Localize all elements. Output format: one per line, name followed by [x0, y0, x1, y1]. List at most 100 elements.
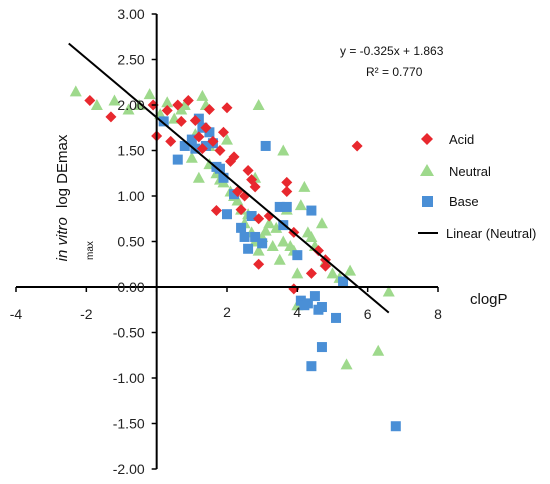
- data-point-neutral: [196, 89, 209, 101]
- data-point-base: [186, 134, 197, 145]
- data-point-neutral: [372, 344, 385, 356]
- data-point-acid: [189, 114, 201, 126]
- data-point-acid: [207, 135, 219, 147]
- series-acid: [84, 94, 363, 295]
- data-point-neutral: [90, 99, 103, 110]
- data-point-neutral: [298, 180, 311, 192]
- y-tick-label: 1.00: [117, 188, 144, 204]
- data-point-neutral: [382, 285, 395, 297]
- data-point-acid: [281, 185, 293, 197]
- data-point-acid: [253, 213, 265, 225]
- data-point-neutral: [273, 253, 286, 265]
- y-tick-label: 1.50: [117, 143, 144, 159]
- data-point-acid: [253, 258, 265, 270]
- data-point-acid: [319, 260, 331, 272]
- data-point-neutral: [178, 99, 191, 110]
- data-point-acid: [214, 145, 226, 156]
- series-base: [158, 113, 401, 432]
- x-tick-label: 6: [364, 306, 372, 322]
- y-axis-title-subscript: max: [85, 241, 96, 260]
- legend-base-marker-square: [422, 196, 433, 207]
- y-tick-label: 0.50: [117, 234, 144, 250]
- data-point-acid: [172, 99, 184, 111]
- data-point-neutral: [294, 199, 307, 211]
- data-point-neutral: [326, 267, 339, 279]
- x-tick-label: 2: [223, 304, 231, 320]
- data-point-base: [257, 238, 268, 249]
- trendline-neutral: [68, 42, 390, 314]
- y-axis-title: in vitro log DEmax: [54, 134, 71, 261]
- data-point-base: [316, 342, 327, 353]
- data-point-acid: [105, 111, 117, 123]
- data-point-acid: [221, 102, 233, 114]
- x-tick-label: -4: [10, 306, 23, 322]
- data-point-base: [204, 127, 215, 138]
- data-point-base: [200, 140, 211, 151]
- data-point-base: [390, 421, 401, 432]
- data-point-base: [306, 205, 317, 216]
- y-tick-label: 2.00: [117, 97, 144, 113]
- y-axis-ticks: 3.00 2.50 2.00 1.50 1.00 0.50 0.00 -0.50 -1.00 -1…: [113, 6, 157, 477]
- data-point-neutral: [305, 230, 318, 242]
- data-point-base: [236, 222, 247, 233]
- data-point-neutral: [252, 99, 265, 110]
- data-point-base: [179, 140, 190, 151]
- data-point-neutral: [143, 88, 156, 100]
- data-point-base: [214, 163, 225, 174]
- data-point-neutral: [133, 99, 146, 110]
- data-point-acid: [217, 126, 229, 138]
- data-point-base: [190, 143, 201, 154]
- trendline-equation: y = -0.325x + 1.863 R² = 0.770: [340, 44, 444, 79]
- data-point-acid: [165, 135, 177, 147]
- plot-area: [68, 42, 401, 432]
- y-axis-title-italic: in vitro: [54, 217, 71, 261]
- y-tick-label: 3.00: [117, 6, 144, 22]
- x-axis-ticks: -4 -2 2 4 6 8: [10, 287, 442, 322]
- data-point-acid: [351, 140, 363, 152]
- y-tick-label: -1.00: [113, 370, 145, 386]
- data-point-acid: [281, 176, 293, 188]
- legend-trendline-label: Linear (Neutral): [446, 226, 536, 241]
- data-point-acid: [175, 115, 187, 127]
- data-point-base: [158, 116, 169, 127]
- data-point-acid: [84, 94, 96, 106]
- data-point-base: [250, 231, 261, 242]
- data-point-neutral: [122, 103, 135, 115]
- data-point-neutral: [252, 244, 265, 256]
- data-point-acid: [305, 267, 317, 279]
- axes: -4 -2 2 4 6 8 3.00 2.50 2.00 1.50 1.00 0.50 0.00 -0.…: [10, 6, 442, 477]
- legend-acid-marker: [421, 133, 433, 145]
- data-point-neutral: [344, 264, 357, 276]
- data-point-neutral: [266, 240, 279, 252]
- x-tick-label: 4: [293, 304, 301, 320]
- data-point-neutral: [259, 224, 272, 236]
- data-point-base: [316, 302, 327, 313]
- y-tick-label: 2.50: [117, 52, 144, 68]
- data-point-acid: [182, 94, 194, 106]
- data-point-acid: [228, 151, 240, 163]
- data-point-neutral: [192, 171, 205, 183]
- data-point-base: [222, 209, 232, 220]
- x-tick-label: 8: [434, 306, 442, 322]
- data-point-acid: [203, 104, 215, 116]
- data-point-acid: [196, 143, 208, 155]
- data-point-acid: [200, 122, 212, 134]
- data-point-base: [243, 243, 254, 254]
- data-point-neutral: [69, 85, 82, 97]
- data-point-acid: [235, 204, 247, 216]
- data-point-base: [292, 250, 303, 261]
- y-axis-title-main: log DEmax: [54, 134, 71, 208]
- legend-neutral-label: Neutral: [449, 164, 491, 179]
- data-point-acid: [242, 165, 254, 177]
- data-point-base: [306, 361, 317, 372]
- data-point-neutral: [277, 144, 290, 156]
- data-point-base: [229, 189, 240, 200]
- data-point-neutral: [108, 94, 121, 106]
- legend-neutral-marker: [420, 164, 434, 176]
- data-point-acid: [210, 205, 222, 217]
- data-point-neutral: [263, 217, 276, 229]
- x-axis-title: clogP: [470, 291, 508, 308]
- y-tick-label: -0.50: [113, 325, 145, 341]
- data-point-neutral: [161, 96, 174, 108]
